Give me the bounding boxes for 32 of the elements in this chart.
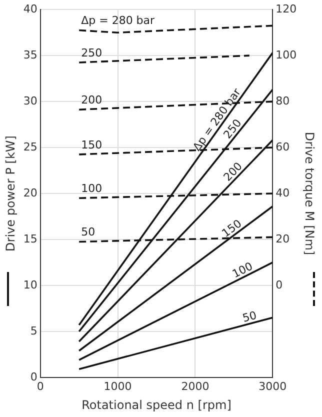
series-label: Δp = 280 bar bbox=[81, 14, 156, 28]
y-tick-label: 30 bbox=[23, 94, 38, 108]
y-tick-label: 5 bbox=[30, 324, 38, 338]
text: 50 bbox=[241, 308, 258, 325]
y2-tick-label: 20 bbox=[276, 232, 290, 246]
y2-tick-label: 80 bbox=[276, 94, 290, 108]
y2-tick-label: 60 bbox=[276, 140, 290, 154]
x-tick-label: 2000 bbox=[181, 380, 210, 393]
y2-tick-label: 0 bbox=[276, 278, 283, 292]
x-tick-label: 3000 bbox=[258, 380, 287, 393]
y2-tick-label: 40 bbox=[276, 186, 290, 200]
series-label: 100 bbox=[81, 182, 102, 195]
y2-axis-title: Drive torque M [Nm] bbox=[302, 132, 317, 256]
x-tick-label: 1000 bbox=[104, 380, 132, 393]
series-label: 200 bbox=[81, 93, 102, 106]
series-label: 50 bbox=[81, 226, 96, 239]
text: 200 bbox=[221, 160, 245, 184]
text: 150 bbox=[220, 216, 244, 240]
y-axis-title: Drive power P [kW] bbox=[3, 136, 18, 252]
y-tick-label: 0 bbox=[30, 370, 38, 384]
y-tick-label: 35 bbox=[23, 48, 38, 62]
y-tick-label: 15 bbox=[23, 232, 38, 246]
series-label: 150 bbox=[81, 138, 102, 152]
y2-tick-label: 120 bbox=[276, 2, 297, 16]
y2-tick-label: 100 bbox=[276, 48, 297, 62]
y-tick-label: 20 bbox=[23, 186, 38, 200]
text: 100 bbox=[230, 260, 255, 281]
x-axis-title: Rotational speed n [rpm] bbox=[82, 398, 232, 412]
series-label: 250 bbox=[81, 46, 102, 60]
y-tick-label: 25 bbox=[23, 140, 38, 154]
y-tick-label: 10 bbox=[23, 278, 38, 292]
y-tick-label: 40 bbox=[23, 2, 38, 16]
